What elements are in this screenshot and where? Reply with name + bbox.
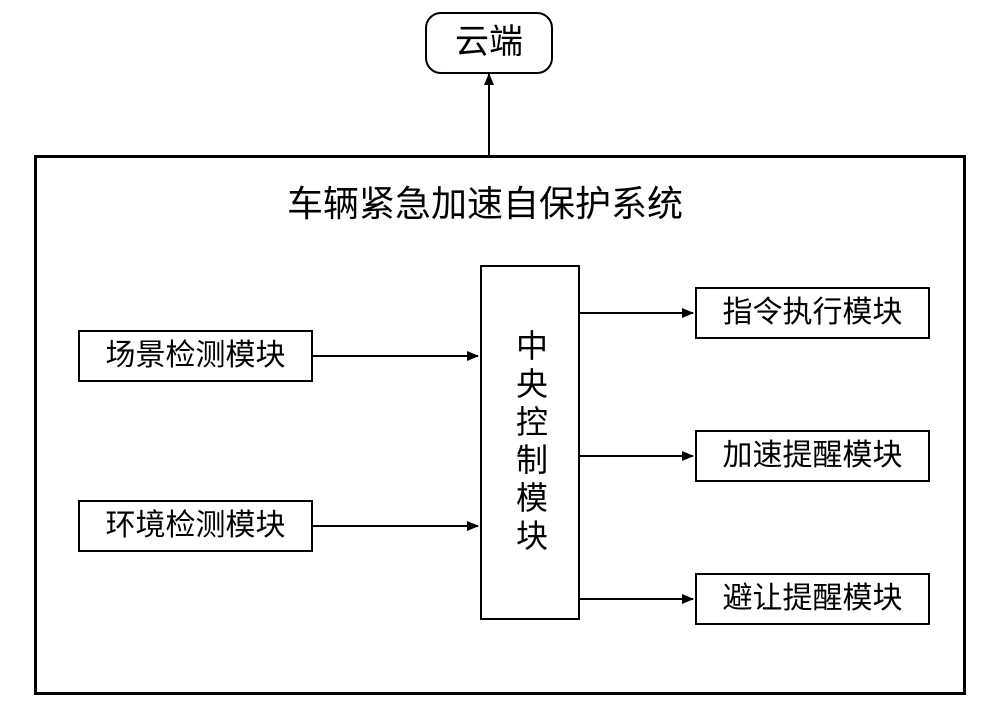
command-execution-module: 指令执行模块: [695, 287, 930, 339]
environment-detection-module: 环境检测模块: [78, 500, 313, 552]
avoid-remind-label: 避让提醒模块: [723, 581, 903, 617]
central-control-module: 中央控制模块: [480, 265, 580, 620]
env-detect-label: 环境检测模块: [106, 508, 286, 544]
central-label: 中央控制模块: [507, 329, 553, 557]
accel-remind-label: 加速提醒模块: [723, 438, 903, 474]
avoidance-reminder-module: 避让提醒模块: [695, 573, 930, 625]
system-title: 车辆紧急加速自保护系统: [245, 175, 725, 227]
diagram-canvas: 云端 车辆紧急加速自保护系统 中央控制模块 场景检测模块 环境检测模块 指令执行…: [0, 0, 1000, 721]
scene-detection-module: 场景检测模块: [78, 330, 313, 382]
cloud-label: 云端: [455, 23, 523, 64]
scene-detect-label: 场景检测模块: [106, 338, 286, 374]
cmd-exec-label: 指令执行模块: [723, 295, 903, 331]
acceleration-reminder-module: 加速提醒模块: [695, 430, 930, 482]
cloud-node: 云端: [425, 12, 553, 74]
